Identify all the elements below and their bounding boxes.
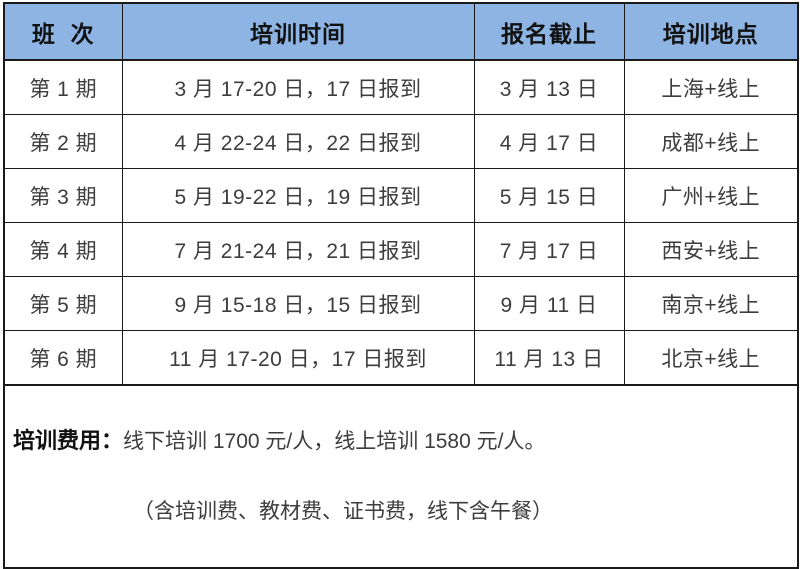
- cell-location: 西安+线上: [623, 222, 799, 277]
- table-row: 第 5 期 9 月 15-18 日，15 日报到 9 月 11 日 南京+线上: [3, 276, 799, 331]
- fee-cell: 培训费用：线下培训 1700 元/人，线上培训 1580 元/人。 （含培训费、…: [3, 384, 799, 569]
- table-body: 第 1 期 3 月 17-20 日，17 日报到 3 月 13 日 上海+线上 …: [3, 59, 799, 386]
- cell-deadline: 7 月 17 日: [473, 222, 625, 277]
- header-row: 班 次 培训时间 报名截止 培训地点: [3, 2, 799, 61]
- col-header-location: 培训地点: [623, 2, 799, 61]
- table-header: 班 次 培训时间 报名截止 培训地点: [3, 2, 799, 61]
- cell-deadline: 5 月 15 日: [473, 168, 625, 223]
- cell-term: 第 6 期: [3, 330, 123, 386]
- cell-time: 9 月 15-18 日，15 日报到: [121, 276, 475, 331]
- cell-deadline: 11 月 13 日: [473, 330, 625, 386]
- cell-location: 成都+线上: [623, 114, 799, 169]
- cell-term: 第 1 期: [3, 59, 123, 115]
- cell-deadline: 4 月 17 日: [473, 114, 625, 169]
- col-header-deadline: 报名截止: [473, 2, 625, 61]
- cell-deadline: 3 月 13 日: [473, 59, 625, 115]
- training-schedule-table: 班 次 培训时间 报名截止 培训地点 第 1 期 3 月 17-20 日，17 …: [3, 2, 799, 569]
- cell-term: 第 4 期: [3, 222, 123, 277]
- fee-line1: 培训费用：线下培训 1700 元/人，线上培训 1580 元/人。: [13, 424, 789, 459]
- cell-deadline: 9 月 11 日: [473, 276, 625, 331]
- training-schedule-page: 班 次 培训时间 报名截止 培训地点 第 1 期 3 月 17-20 日，17 …: [3, 2, 799, 569]
- table-row: 第 3 期 5 月 19-22 日，19 日报到 5 月 15 日 广州+线上: [3, 168, 799, 223]
- cell-term: 第 2 期: [3, 114, 123, 169]
- cell-time: 7 月 21-24 日，21 日报到: [121, 222, 475, 277]
- fee-line2: （含培训费、教材费、证书费，线下含午餐）: [133, 500, 553, 523]
- cell-time: 11 月 17-20 日，17 日报到: [121, 330, 475, 386]
- cell-location: 上海+线上: [623, 59, 799, 115]
- cell-term: 第 3 期: [3, 168, 123, 223]
- fee-label: 培训费用：: [13, 428, 124, 453]
- cell-time: 3 月 17-20 日，17 日报到: [121, 59, 475, 115]
- table-row: 第 6 期 11 月 17-20 日，17 日报到 11 月 13 日 北京+线…: [3, 330, 799, 386]
- cell-location: 广州+线上: [623, 168, 799, 223]
- cell-time: 5 月 19-22 日，19 日报到: [121, 168, 475, 223]
- table-footer: 培训费用：线下培训 1700 元/人，线上培训 1580 元/人。 （含培训费、…: [3, 384, 799, 569]
- col-header-term: 班 次: [3, 2, 123, 61]
- cell-time: 4 月 22-24 日，22 日报到: [121, 114, 475, 169]
- table-row: 第 1 期 3 月 17-20 日，17 日报到 3 月 13 日 上海+线上: [3, 59, 799, 115]
- table-row: 第 4 期 7 月 21-24 日，21 日报到 7 月 17 日 西安+线上: [3, 222, 799, 277]
- cell-location: 北京+线上: [623, 330, 799, 386]
- fee-row: 培训费用：线下培训 1700 元/人，线上培训 1580 元/人。 （含培训费、…: [3, 384, 799, 569]
- cell-term: 第 5 期: [3, 276, 123, 331]
- table-row: 第 2 期 4 月 22-24 日，22 日报到 4 月 17 日 成都+线上: [3, 114, 799, 169]
- fee-amounts: 线下培训 1700 元/人，线上培训 1580 元/人。: [123, 430, 546, 453]
- cell-location: 南京+线上: [623, 276, 799, 331]
- col-header-time: 培训时间: [121, 2, 475, 61]
